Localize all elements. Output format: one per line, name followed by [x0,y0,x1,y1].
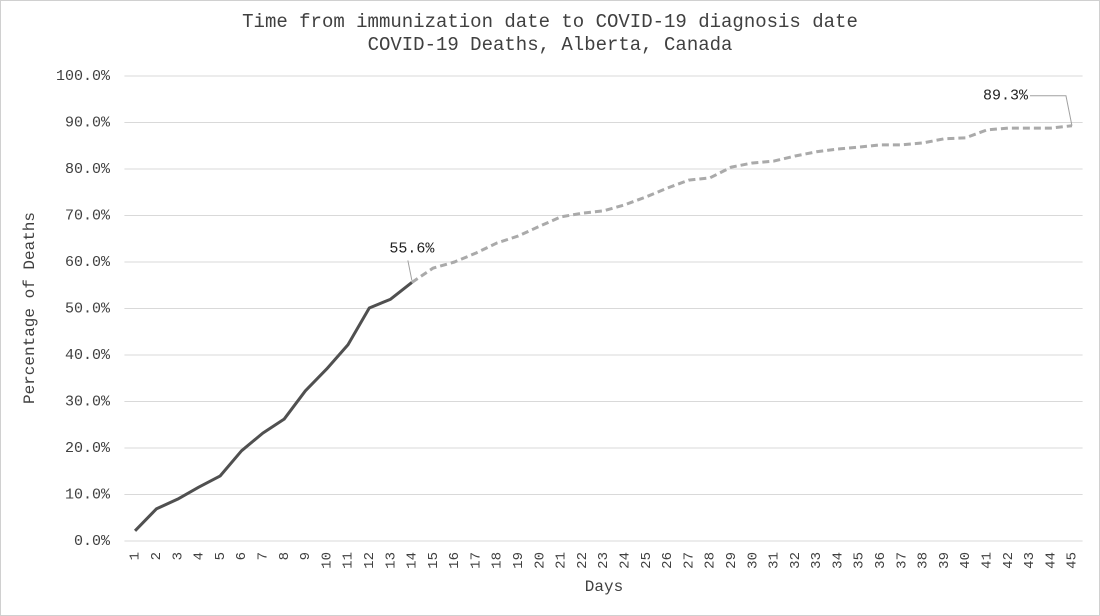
x-tick-label: 45 [1065,552,1081,569]
x-tick-label: 20 [532,552,548,569]
x-tick-label: 43 [1022,552,1038,569]
x-tick-label: 28 [703,552,719,569]
x-tick-label: 1 [128,552,144,560]
x-tick-label: 23 [596,552,612,569]
y-tick-label: 10.0% [65,486,111,503]
chart-title: Time from immunization date to COVID-19 … [242,11,858,33]
x-tick-label: 24 [617,552,633,569]
x-tick-label: 12 [362,552,378,569]
x-tick-label: 31 [767,552,783,569]
x-tick-label: 10 [319,552,335,569]
x-tick-label: 22 [575,552,591,569]
y-tick-label: 70.0% [65,207,111,224]
leader-line [1029,95,1073,126]
y-tick-label: 90.0% [65,114,111,131]
x-tick-label: 19 [511,552,527,569]
x-tick-label: 15 [426,552,442,569]
y-tick-label: 50.0% [65,300,111,317]
x-tick-label: 44 [1043,552,1059,569]
y-tick-label: 60.0% [65,254,111,271]
x-tick-label: 2 [149,552,165,560]
x-tick-label: 4 [192,552,208,560]
x-tick-label: 9 [298,552,314,560]
y-tick-label: 20.0% [65,440,111,457]
y-tick-label: 0.0% [74,533,111,550]
line-series [133,281,413,532]
x-tick-label: 21 [554,552,570,569]
x-tick-label: 8 [277,552,293,560]
x-tick-label: 30 [745,552,761,569]
x-axis-label: Days [585,578,623,596]
x-tick-label: 41 [979,552,995,569]
x-tick-label: 36 [873,552,889,569]
x-tick-label: 5 [213,552,229,560]
y-tick-label: 80.0% [65,161,111,178]
chart-subtitle: COVID-19 Deaths, Alberta, Canada [368,34,733,56]
y-tick-label: 30.0% [65,393,111,410]
x-tick-label: 38 [916,552,932,569]
data-label: 89.3% [983,88,1029,105]
x-tick-label: 6 [234,552,250,560]
x-tick-label: 40 [958,552,974,569]
leader-line [407,260,413,281]
x-tick-label: 16 [447,552,463,569]
x-tick-label: 37 [894,552,910,569]
x-tick-label: 3 [170,552,186,560]
x-tick-label: 26 [660,552,676,569]
x-tick-label: 14 [405,552,421,569]
x-tick-label: 11 [341,552,357,569]
y-tick-label: 40.0% [65,347,111,364]
x-tick-label: 29 [724,552,740,569]
x-tick-label: 42 [1001,552,1017,569]
x-tick-label: 13 [383,552,399,569]
x-tick-label: 27 [681,552,697,569]
x-tick-label: 7 [256,552,272,560]
x-tick-label: 32 [788,552,804,569]
data-label: 55.6% [389,240,435,257]
x-tick-label: 39 [937,552,953,569]
y-axis-label: Percentage of Deaths [21,212,39,404]
y-tick-label: 100.0% [56,68,111,85]
x-tick-label: 18 [490,552,506,569]
x-tick-label: 25 [639,552,655,569]
line-series [411,124,1073,284]
x-tick-label: 33 [809,552,825,569]
x-tick-label: 17 [468,552,484,569]
x-tick-label: 35 [852,552,868,569]
x-tick-label: 34 [830,552,846,569]
